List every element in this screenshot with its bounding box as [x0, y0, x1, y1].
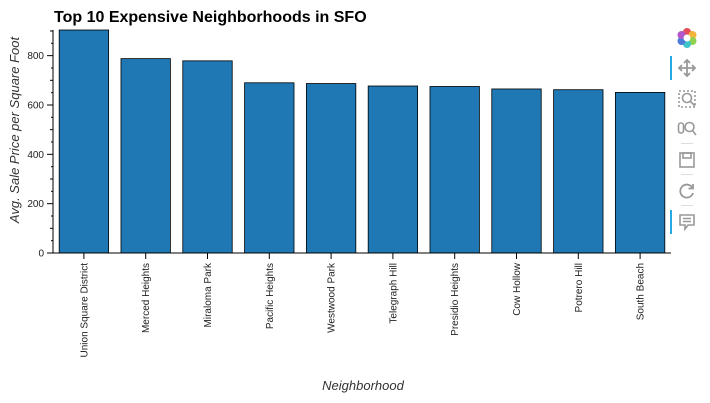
x-axis-label: Neighborhood [322, 378, 404, 393]
chart-title: Top 10 Expensive Neighborhoods in SFO [54, 9, 367, 26]
x-tick-label: Union Square District [79, 263, 90, 358]
x-tick-label: Telegraph Hill [388, 263, 399, 324]
bar-miraloma-park[interactable] [182, 60, 233, 254]
x-tick-label: Merced Heights [141, 263, 152, 333]
bar-westwood-park[interactable] [305, 83, 357, 254]
bar-merced-heights[interactable] [120, 58, 171, 254]
x-tick-label: Cow Hollow [512, 262, 523, 316]
x-tick-label: Potrero Hill [574, 263, 585, 312]
y-tick-label: 800 [27, 51, 44, 62]
chart-toolbar [668, 24, 706, 244]
y-axis: 0 200 400 600 800 [27, 30, 54, 260]
y-tick-label: 400 [27, 150, 44, 161]
bar-south-beach[interactable] [614, 92, 666, 254]
y-axis-label: Avg. Sale Price per Square Foot [7, 36, 22, 225]
hover-icon[interactable] [670, 210, 701, 234]
wheel-zoom-icon[interactable] [673, 117, 701, 141]
x-tick-label: Westwood Park [327, 262, 338, 333]
bar-telegraph-hill[interactable] [367, 85, 419, 254]
bokeh-logo-icon[interactable] [673, 26, 701, 50]
x-tick-label: Pacific Heights [265, 263, 276, 329]
x-tick-label: South Beach [636, 263, 647, 320]
plot-area[interactable] [58, 29, 666, 254]
x-axis: Union Square District Merced Heights Miral… [53, 252, 671, 358]
bar-cow-hollow[interactable] [491, 88, 542, 254]
bar-presidio-heights[interactable] [429, 86, 480, 254]
y-tick-label: 200 [27, 199, 44, 210]
x-tick-label: Presidio Heights [450, 263, 461, 336]
x-tick-label: Miraloma Park [203, 262, 214, 327]
y-tick-label: 0 [38, 249, 44, 260]
box-zoom-icon[interactable] [673, 87, 701, 111]
bar-pacific-heights[interactable] [244, 82, 295, 254]
reset-icon[interactable] [673, 179, 701, 203]
pan-icon[interactable] [670, 56, 701, 80]
y-tick-label: 600 [27, 100, 44, 111]
bar-potrero-hill[interactable] [553, 89, 604, 254]
save-icon[interactable] [673, 148, 701, 172]
bar-union-square-district[interactable] [58, 29, 110, 254]
